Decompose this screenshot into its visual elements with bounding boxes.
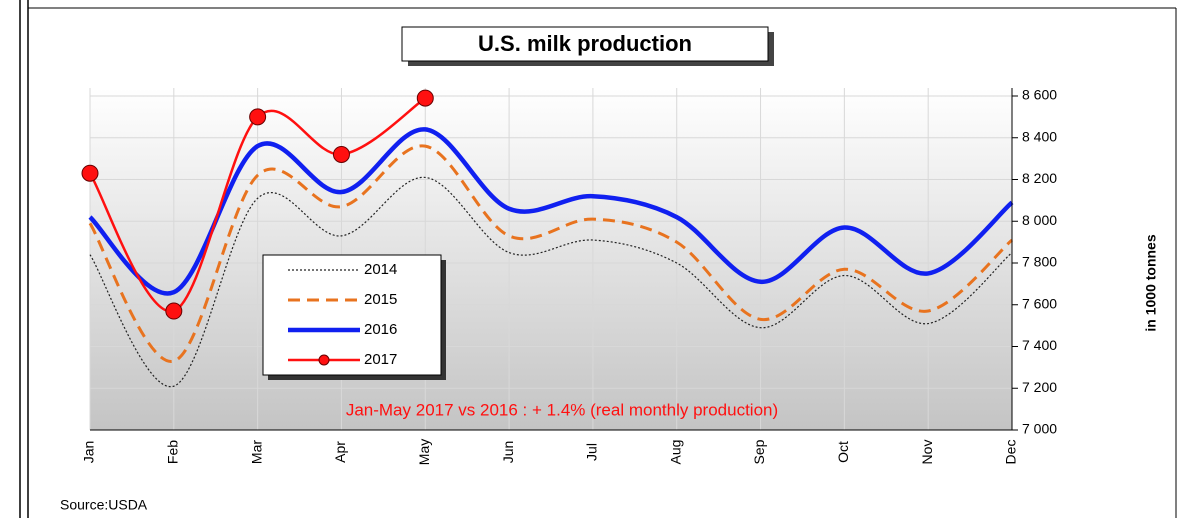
y-tick-label: 8 000	[1022, 212, 1057, 228]
y-tick-label: 7 600	[1022, 295, 1057, 311]
x-tick-label: Aug	[667, 440, 683, 465]
x-tick-label: Feb	[165, 440, 181, 464]
legend-label: 2015	[364, 291, 397, 308]
point	[249, 108, 267, 126]
y-tick-label: 7 400	[1022, 337, 1057, 353]
x-tick-label: Jun	[500, 441, 516, 464]
y-tick-label: 8 600	[1022, 87, 1057, 103]
series-line	[88, 97, 426, 313]
x-tick-label: Jan	[81, 441, 97, 464]
legend	[262, 254, 442, 376]
point	[332, 145, 350, 163]
legend-label: 2017	[364, 351, 397, 368]
y-tick-label: 8 400	[1022, 128, 1057, 144]
x-tick-label: May	[416, 439, 432, 465]
x-tick-label: Dec	[1003, 440, 1019, 465]
y-tick-label: 7 200	[1022, 379, 1057, 395]
x-tick-label: Oct	[835, 441, 851, 463]
series-line	[88, 144, 1013, 363]
title-box	[401, 26, 769, 62]
source: Source:USDA	[60, 497, 148, 513]
y-tick-label: 7 800	[1022, 254, 1057, 270]
annotation: Jan-May 2017 vs 2016 : + 1.4% (real mont…	[346, 400, 778, 419]
y-axis-label: in 1000 tonnes	[1143, 234, 1159, 331]
point	[165, 302, 183, 320]
y-tick-label: 7 000	[1022, 421, 1057, 437]
legend-label: 2014	[364, 261, 397, 278]
x-tick-label: Mar	[248, 440, 264, 464]
point	[81, 164, 99, 182]
x-tick-label: Nov	[919, 440, 935, 465]
plot-area	[90, 88, 1012, 430]
point	[416, 89, 434, 107]
series-line	[88, 127, 1014, 296]
y-tick-label: 8 200	[1022, 170, 1057, 186]
x-tick-label: Jul	[584, 443, 600, 461]
x-tick-label: Sep	[751, 439, 767, 464]
legend-marker	[318, 354, 330, 366]
chart-title: U.S. milk production	[478, 31, 692, 56]
x-tick-label: Apr	[332, 441, 348, 463]
series-line	[89, 176, 1013, 387]
legend-label: 2016	[364, 321, 397, 338]
